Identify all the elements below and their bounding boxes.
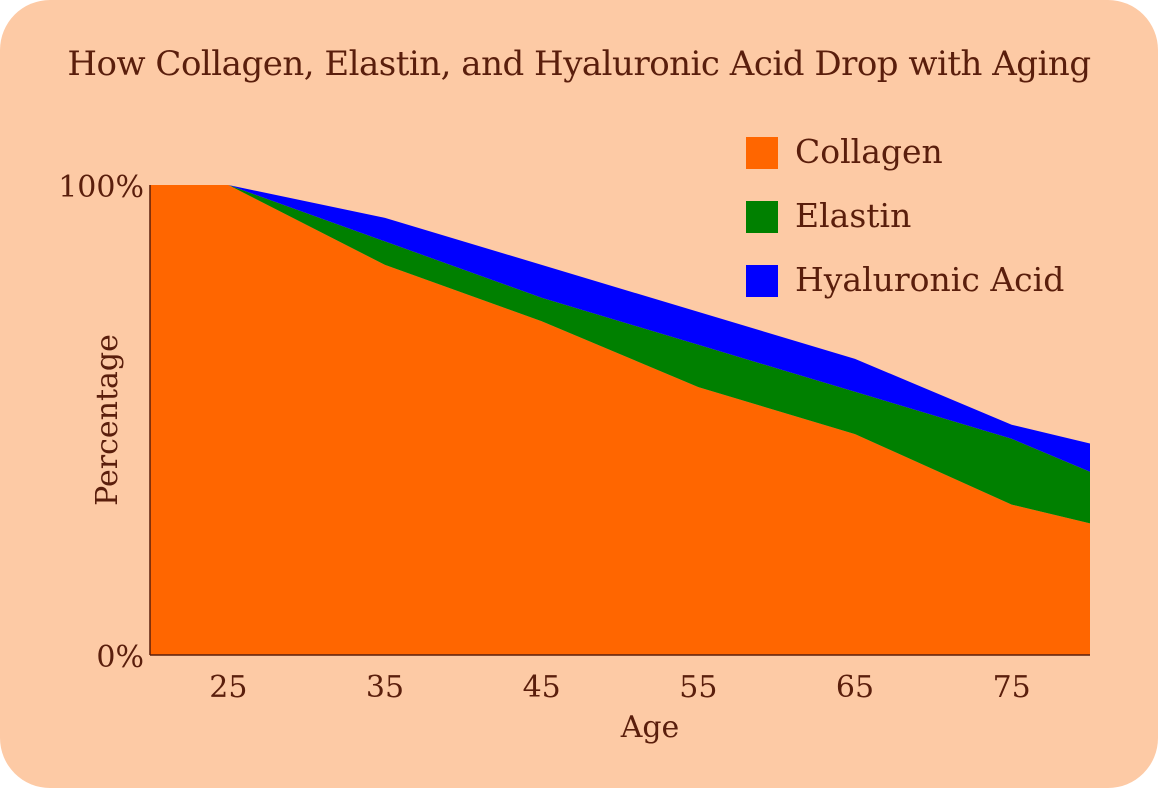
chart-title: How Collagen, Elastin, and Hyaluronic Ac… bbox=[67, 44, 1091, 84]
x-tick-label: 25 bbox=[209, 670, 247, 705]
x-tick-label: 45 bbox=[523, 670, 561, 705]
x-tick-label: 75 bbox=[993, 670, 1031, 705]
area-series-collagen bbox=[150, 185, 1090, 655]
x-tick-label: 65 bbox=[836, 670, 874, 705]
legend-swatch bbox=[746, 137, 778, 169]
area-series-elastin bbox=[150, 185, 1090, 524]
legend-swatch bbox=[746, 201, 778, 233]
y-tick-label: 0% bbox=[96, 640, 144, 675]
x-axis-label: Age bbox=[620, 710, 680, 745]
y-tick-label: 100% bbox=[58, 170, 144, 205]
legend-label: Hyaluronic Acid bbox=[795, 260, 1064, 299]
legend-label: Elastin bbox=[795, 196, 911, 235]
x-tick-label: 35 bbox=[366, 670, 404, 705]
y-axis-label: Percentage bbox=[90, 334, 125, 506]
legend-swatch bbox=[746, 265, 778, 297]
legend-label: Collagen bbox=[795, 132, 943, 171]
x-tick-label: 55 bbox=[679, 670, 717, 705]
